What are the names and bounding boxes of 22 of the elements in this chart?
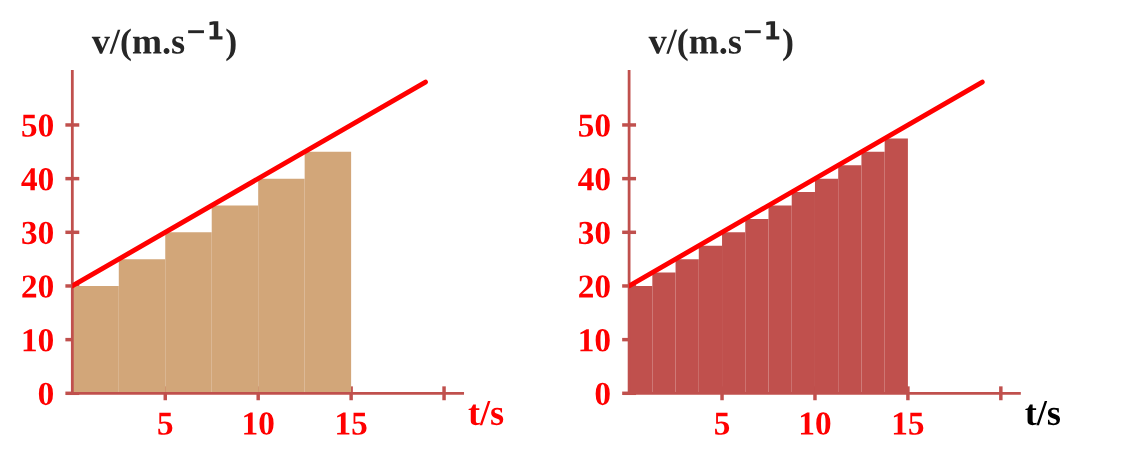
y-tick-label: 10 <box>23 329 53 352</box>
x-tick-label: 15 <box>893 412 924 435</box>
x-tick-label: 15 <box>337 412 367 435</box>
y-tick-label: 50 <box>22 114 53 137</box>
y-tick-label: 30 <box>578 221 610 245</box>
y-tick-label: 40 <box>578 168 610 191</box>
y-tick-label: 40 <box>21 168 53 191</box>
x-tick-label: 5 <box>158 412 173 435</box>
x-axis-title: t/s <box>468 401 504 426</box>
y-tick-label: 0 <box>38 382 53 406</box>
y-axis-title: v/(m.s$^{−1}$) <box>648 21 793 62</box>
x-tick-label: 10 <box>800 412 831 435</box>
y-axis-title: v/(m.s$^{−1}$) <box>91 21 236 62</box>
x-tick-label: 10 <box>244 412 274 435</box>
x-tick-label: 5 <box>715 412 730 435</box>
y-tick-label: 30 <box>22 221 53 245</box>
y-tick-label: 0 <box>595 382 610 406</box>
x-axis-title: t/s <box>1025 401 1061 426</box>
y-tick-label: 20 <box>579 275 610 298</box>
y-tick-label: 50 <box>579 114 610 137</box>
y-tick-label: 10 <box>580 329 610 352</box>
y-tick-label: 20 <box>22 275 53 298</box>
